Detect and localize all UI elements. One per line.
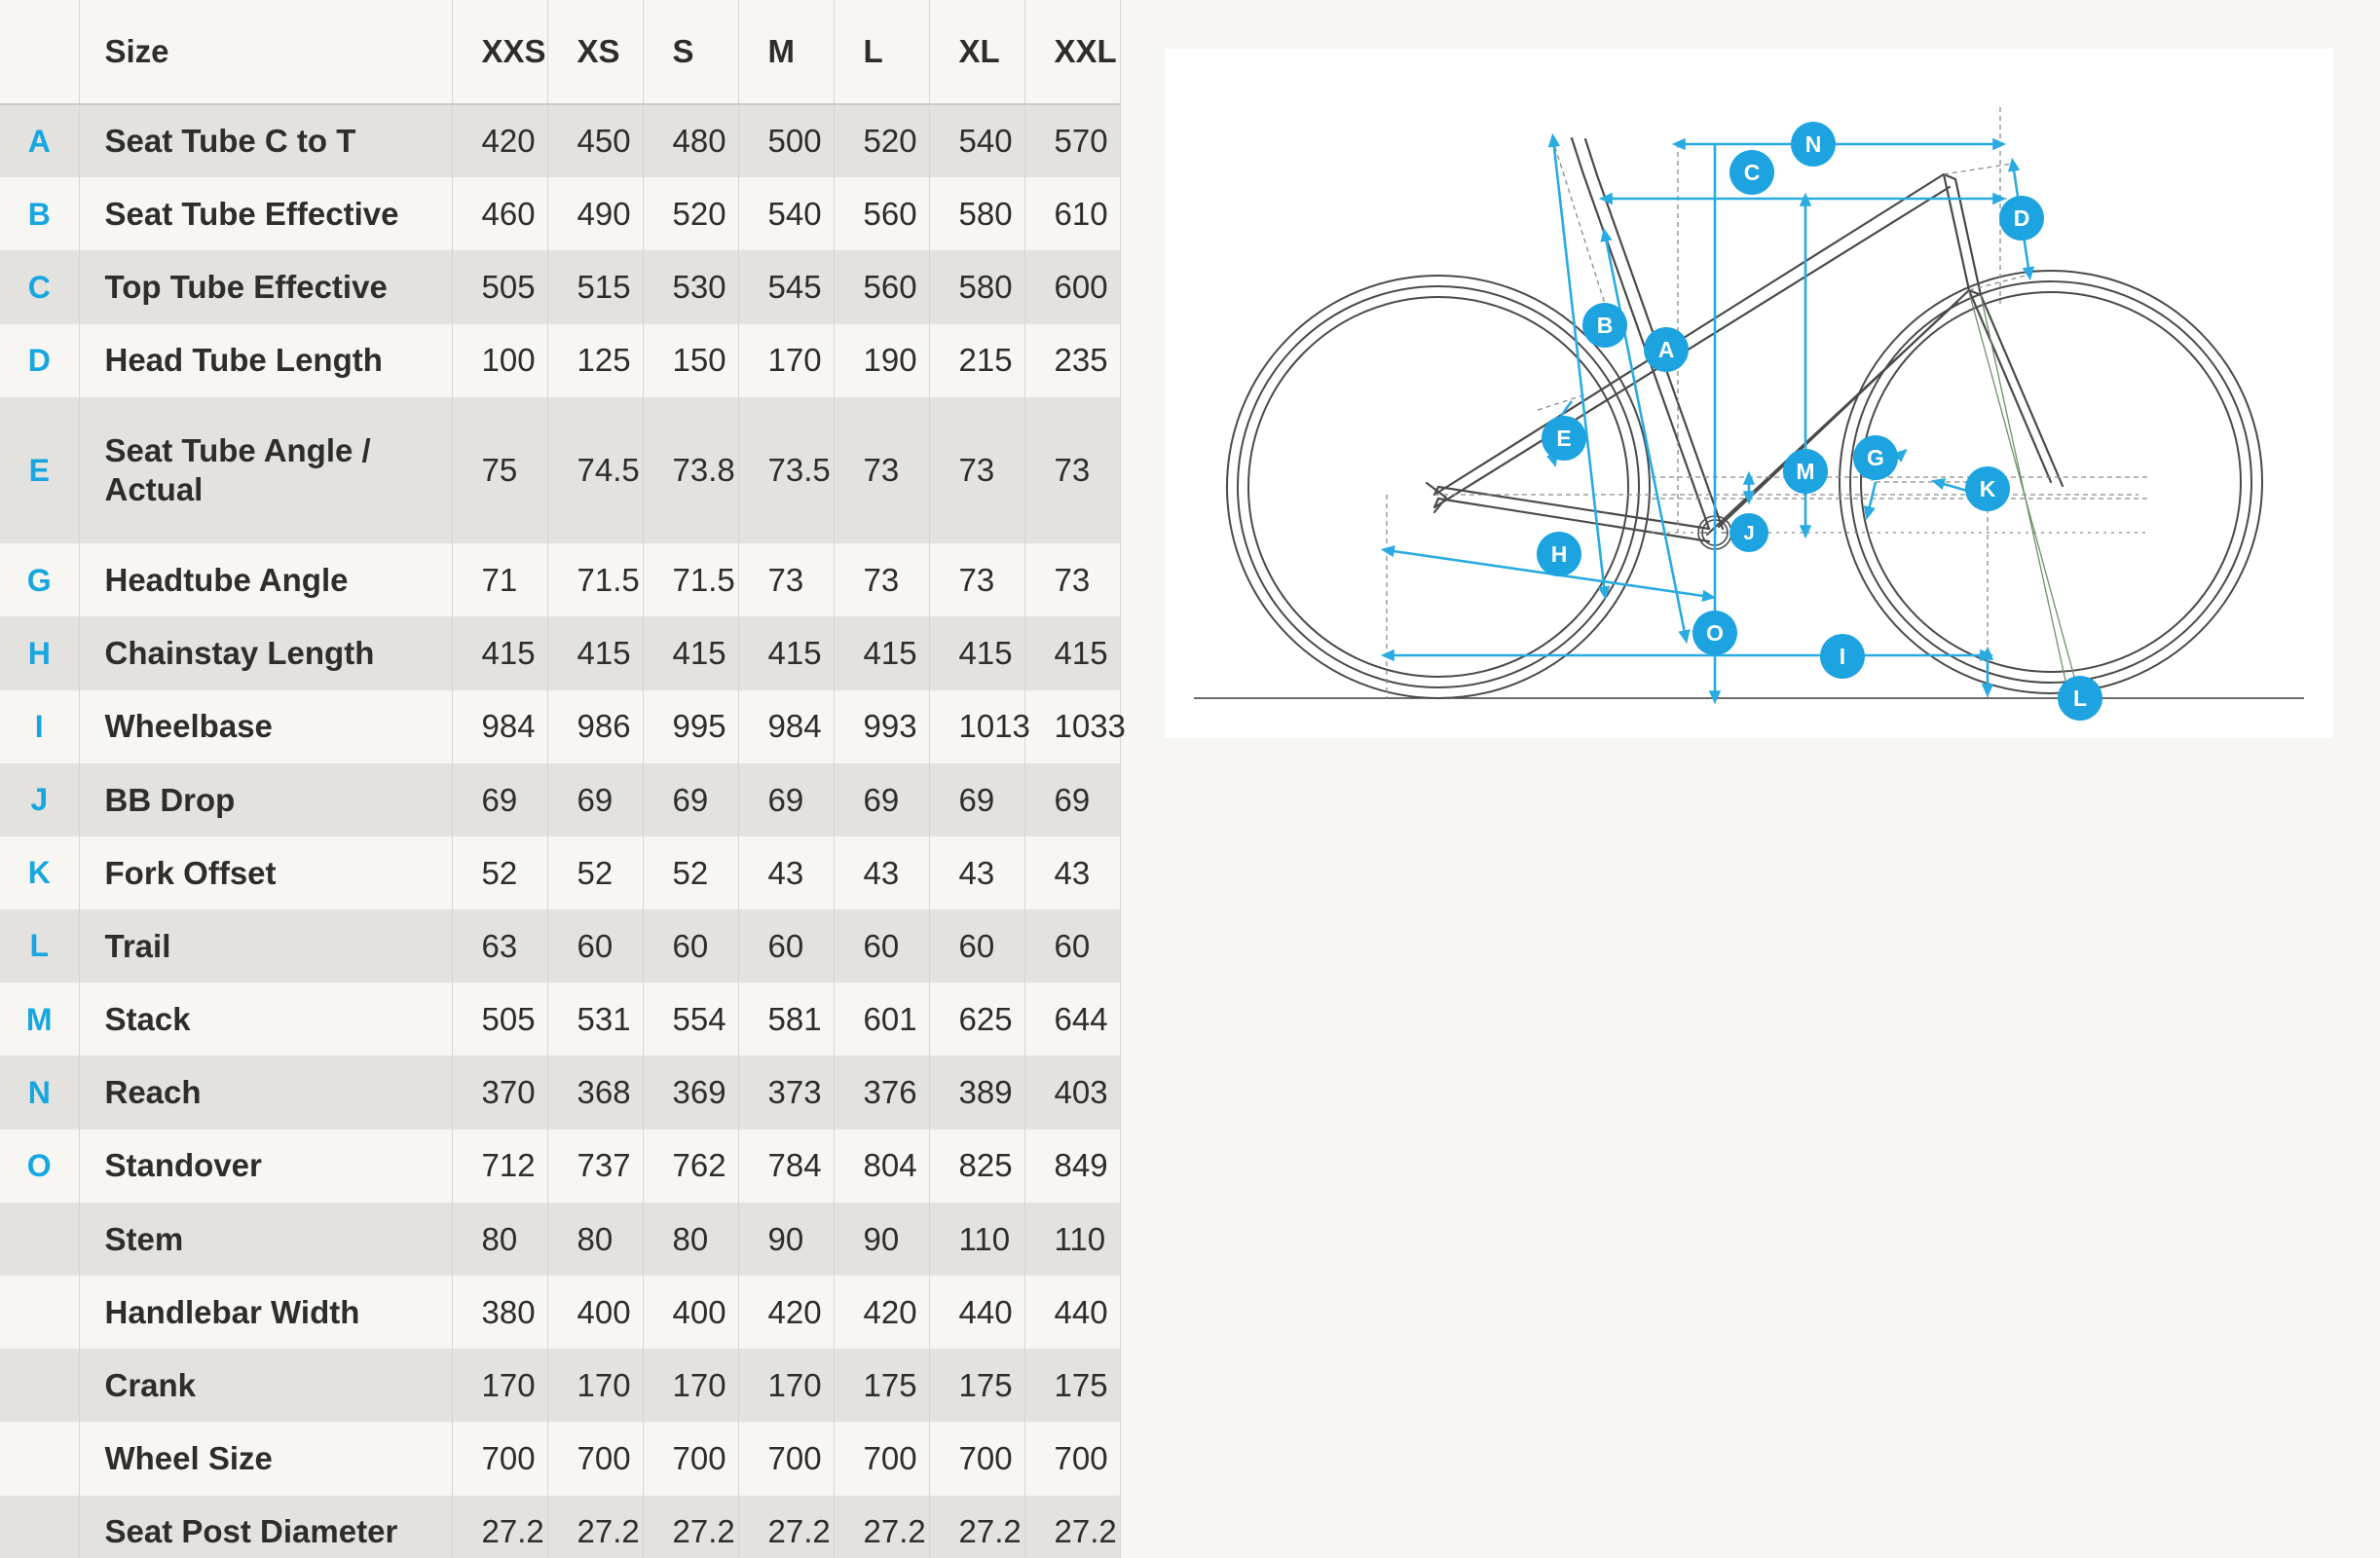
svg-text:J: J: [1743, 523, 1754, 544]
svg-text:O: O: [1706, 620, 1724, 646]
svg-text:C: C: [1744, 160, 1761, 185]
svg-text:M: M: [1796, 459, 1814, 484]
svg-text:I: I: [1840, 644, 1845, 669]
svg-text:B: B: [1597, 313, 1614, 338]
svg-text:E: E: [1556, 426, 1571, 451]
svg-text:L: L: [2073, 686, 2087, 711]
svg-text:A: A: [1658, 337, 1675, 362]
svg-text:H: H: [1551, 541, 1568, 567]
svg-text:D: D: [2014, 205, 2030, 231]
svg-text:K: K: [1980, 476, 1996, 501]
svg-text:G: G: [1867, 445, 1884, 470]
svg-text:N: N: [1805, 131, 1822, 157]
